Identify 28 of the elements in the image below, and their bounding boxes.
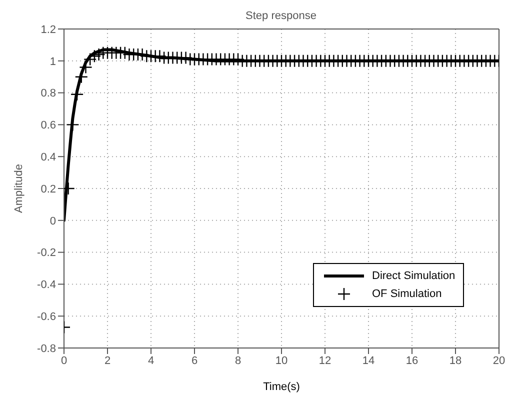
y-tick-label: 0.2 xyxy=(40,183,56,196)
y-tick-label: -0.4 xyxy=(37,279,56,292)
chart-title: Step response xyxy=(244,10,318,22)
x-tick-label: 10 xyxy=(275,354,288,367)
legend-label: Direct Simulation xyxy=(372,270,456,282)
x-tick-label: 14 xyxy=(362,354,375,367)
y-tick-label: -0.6 xyxy=(37,311,56,324)
x-tick-label: 8 xyxy=(234,354,242,367)
y-tick-label: 0.8 xyxy=(40,88,56,100)
y-tick-label: 1.2 xyxy=(40,24,56,36)
y-tick-label: -0.2 xyxy=(37,247,56,260)
x-tick-label: 2 xyxy=(104,354,111,367)
x-tick-label: 4 xyxy=(148,354,154,367)
x-tick-label: 16 xyxy=(406,354,418,367)
y-axis-title: Amplitude xyxy=(12,164,25,213)
y-tick-label: 0.4 xyxy=(40,152,56,164)
x-tick-label: 18 xyxy=(449,354,462,367)
y-tick-label: 0.6 xyxy=(40,120,56,132)
x-tick-label: 0 xyxy=(60,354,68,367)
x-axis-title: Time(s) xyxy=(263,381,300,393)
legend-label: OF Simulation xyxy=(372,288,442,300)
y-tick-label: 0 xyxy=(50,215,56,228)
y-tick-label: -0.8 xyxy=(37,342,56,355)
y-tick-label: 1 xyxy=(50,56,56,68)
x-tick-label: 20 xyxy=(492,354,506,367)
x-tick-label: 12 xyxy=(318,354,332,367)
line-series xyxy=(64,48,499,222)
x-tick-label: 6 xyxy=(191,354,198,367)
